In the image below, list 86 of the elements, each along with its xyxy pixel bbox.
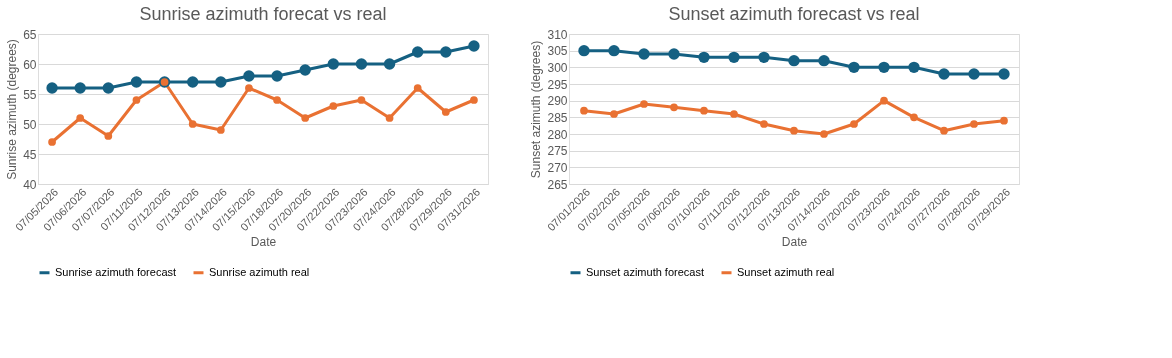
y-tick-label: 305 — [547, 44, 568, 59]
y-tick-label: 300 — [547, 60, 568, 75]
point — [728, 51, 740, 64]
point — [578, 44, 590, 57]
point — [820, 130, 828, 138]
y-tick-label: 290 — [547, 94, 568, 109]
y-tick-label: 40 — [23, 177, 37, 192]
point — [758, 51, 770, 64]
point — [440, 46, 452, 58]
point — [638, 48, 650, 60]
point — [186, 76, 199, 88]
point — [468, 40, 480, 52]
point — [760, 120, 768, 128]
point — [74, 82, 86, 94]
point — [998, 68, 1010, 80]
point — [76, 114, 85, 122]
y-tick-label: 295 — [547, 77, 568, 92]
x-axis-title: Date — [781, 235, 808, 250]
point — [413, 84, 422, 92]
point — [608, 44, 620, 57]
point — [730, 110, 738, 118]
y-tick-label: 285 — [547, 110, 568, 125]
point — [790, 126, 798, 135]
legend-label: Sunset azimuth real — [737, 265, 835, 278]
point — [188, 120, 197, 128]
point — [878, 61, 890, 74]
point — [441, 108, 450, 116]
point — [968, 68, 980, 80]
point — [215, 76, 227, 88]
point — [668, 48, 680, 60]
point — [271, 70, 283, 82]
y-tick-label: 270 — [547, 160, 568, 175]
point — [132, 96, 141, 104]
y-tick-label: 45 — [23, 147, 37, 162]
point — [698, 51, 710, 64]
y-axis-title: Sunrise azimuth (degrees) — [5, 39, 20, 180]
point — [788, 54, 800, 67]
point — [908, 61, 920, 74]
legend-label: Sunset azimuth forecast — [586, 265, 705, 278]
chart-title: Sunrise azimuth forecat vs real — [139, 4, 387, 24]
point — [243, 70, 255, 82]
point — [848, 61, 860, 74]
chart-title: Sunset azimuth forecast vs real — [668, 4, 920, 24]
point — [102, 82, 115, 94]
point — [327, 58, 340, 70]
point — [470, 96, 478, 104]
point — [48, 138, 56, 146]
y-tick-label: 65 — [23, 27, 37, 42]
y-tick-label: 60 — [23, 57, 37, 72]
point — [880, 96, 888, 105]
point — [216, 126, 225, 134]
point — [670, 103, 678, 112]
point — [355, 58, 368, 70]
y-tick-label: 50 — [23, 117, 37, 132]
point — [130, 76, 143, 88]
point — [329, 102, 338, 110]
point — [700, 106, 708, 115]
y-axis-title: Sunset azimuth (degrees) — [529, 40, 544, 179]
point — [580, 106, 588, 115]
point — [383, 58, 396, 70]
x-axis-title: Date — [250, 235, 277, 250]
point — [640, 100, 648, 108]
point — [1000, 116, 1008, 125]
point — [818, 54, 830, 67]
y-tick-label: 280 — [547, 127, 568, 142]
point — [940, 126, 948, 135]
point — [411, 46, 424, 58]
point — [46, 82, 58, 94]
point — [104, 132, 113, 140]
y-tick-label: 275 — [547, 144, 568, 159]
point — [850, 120, 858, 128]
point — [385, 114, 394, 122]
point — [610, 110, 618, 118]
point — [273, 96, 281, 104]
point — [938, 68, 950, 80]
y-tick-label: 55 — [23, 87, 37, 102]
point — [245, 84, 253, 92]
y-tick-label: 310 — [547, 27, 568, 42]
point — [301, 114, 310, 122]
legend-label: Sunrise azimuth forecast — [55, 265, 177, 278]
point — [910, 113, 918, 122]
point — [970, 120, 978, 128]
y-tick-label: 265 — [547, 177, 568, 192]
legend-label: Sunrise azimuth real — [209, 265, 310, 278]
point — [299, 64, 311, 76]
point — [357, 96, 366, 104]
